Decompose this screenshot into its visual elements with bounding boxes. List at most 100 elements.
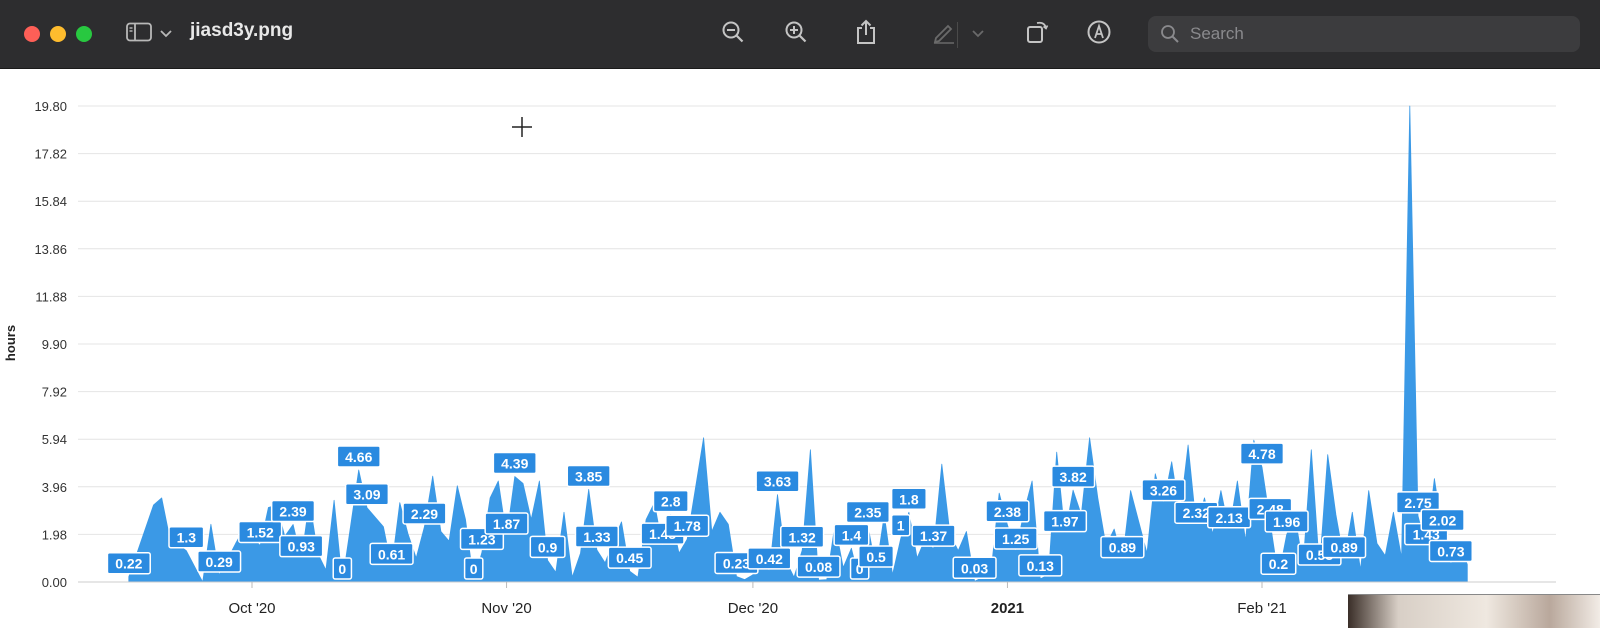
data-label: 4.66	[345, 449, 372, 465]
search-icon	[1160, 24, 1180, 44]
data-label: 4.39	[501, 455, 528, 471]
data-label: 1.37	[920, 528, 947, 544]
data-label-box	[1428, 539, 1474, 563]
data-label: 0	[856, 561, 864, 577]
data-label-box	[845, 500, 891, 524]
markup-button[interactable]	[928, 18, 960, 50]
zoom-out-button[interactable]	[717, 18, 749, 50]
data-label-box	[985, 500, 1030, 523]
data-label: 0.45	[616, 550, 643, 566]
data-label: 3.85	[575, 468, 602, 484]
data-label-box	[529, 535, 566, 559]
markup-pen-icon	[932, 20, 956, 49]
data-label-box	[1042, 509, 1088, 533]
y-tick-label: 15.84	[34, 194, 67, 209]
data-label: 0.13	[1027, 558, 1054, 574]
data-label-box	[492, 451, 537, 475]
data-label: 0.73	[1437, 543, 1464, 559]
search-field[interactable]	[1148, 16, 1580, 52]
y-tick-label: 11.88	[35, 289, 67, 304]
data-label-box	[833, 523, 870, 547]
data-label: 0.5	[866, 549, 886, 565]
data-label: 0.08	[805, 559, 832, 575]
data-label: 1	[897, 518, 905, 534]
data-label-box	[566, 464, 611, 488]
y-tick-label: 7.92	[42, 385, 67, 400]
data-label-box	[607, 546, 652, 569]
chevron-down-icon	[972, 25, 984, 43]
data-label-box	[1395, 491, 1441, 514]
data-label-box	[168, 525, 205, 549]
data-label-box	[1239, 442, 1285, 465]
data-label-box	[890, 513, 911, 537]
data-label: 1.3	[177, 530, 197, 546]
data-label: 0	[470, 561, 478, 577]
data-label-box	[858, 545, 895, 568]
y-tick-label: 3.96	[42, 480, 67, 495]
sidebar-toggle-button[interactable]	[126, 22, 176, 46]
data-label: 0.89	[1109, 540, 1136, 556]
data-label: 0.23	[723, 555, 750, 571]
data-label: 2.13	[1216, 510, 1243, 526]
data-label: 1.87	[493, 516, 520, 532]
minimize-window-button[interactable]	[50, 26, 66, 42]
data-label: 1.97	[1051, 514, 1078, 530]
data-label-box	[463, 557, 484, 580]
toolbar-divider	[957, 22, 958, 48]
data-label: 0.42	[756, 551, 783, 567]
data-label: 4.78	[1248, 446, 1275, 462]
data-label: 3.09	[353, 487, 380, 503]
data-label-box	[279, 534, 324, 558]
data-label: 1.52	[247, 524, 274, 540]
data-label: 2.35	[854, 505, 881, 521]
data-label: 1.23	[468, 531, 495, 547]
maximize-window-button[interactable]	[76, 26, 92, 42]
close-window-button[interactable]	[24, 26, 40, 42]
data-label-box	[796, 555, 841, 578]
data-label-box	[755, 469, 800, 493]
data-label-box	[952, 556, 997, 580]
data-label-box	[747, 547, 792, 570]
rotate-icon	[1025, 19, 1049, 50]
y-tick-label: 9.90	[42, 337, 67, 352]
y-tick-label: 19.80	[34, 99, 67, 114]
y-axis-title: hours	[3, 325, 18, 361]
data-label: 2.29	[411, 506, 438, 522]
data-label: 3.26	[1150, 483, 1177, 499]
data-label-box	[993, 527, 1038, 550]
overlapping-thumbnail	[1348, 594, 1600, 628]
data-label-box	[911, 524, 956, 547]
x-tick-label: Nov '20	[481, 600, 531, 617]
data-label: 2.39	[279, 504, 306, 520]
title-bar: jiasd3y.png	[0, 0, 1600, 69]
data-label: 0.2	[1269, 556, 1289, 572]
search-input[interactable]	[1188, 23, 1572, 45]
data-label-box	[1050, 465, 1096, 488]
data-label: 1.32	[789, 529, 816, 545]
rotate-button[interactable]	[1021, 18, 1053, 50]
markup-options-button[interactable]	[962, 18, 994, 50]
y-tick-label: 13.86	[34, 242, 67, 257]
window-title: jiasd3y.png	[190, 20, 294, 41]
data-label-box	[238, 520, 283, 544]
data-label-box	[344, 482, 390, 506]
area-chart: 0.00 1.98 3.96 5.94 7.92 9.90 11.88 13.86 15.84 1…	[3, 99, 1556, 617]
y-tick-label: 0.00	[42, 575, 67, 590]
data-label: 1.96	[1273, 514, 1300, 530]
data-label-box	[1420, 508, 1465, 532]
zoom-in-button[interactable]	[780, 18, 812, 50]
data-label: 3.63	[764, 474, 791, 490]
data-label-box	[197, 550, 242, 573]
x-tick-label: Feb '21	[1237, 600, 1287, 617]
data-label-box	[369, 542, 414, 566]
annotate-button[interactable]	[1083, 18, 1115, 50]
data-label: 1.8	[899, 491, 919, 507]
data-label: 3.82	[1060, 469, 1087, 485]
data-label: 0.93	[288, 539, 315, 555]
data-label-box	[574, 525, 620, 548]
data-label: 2.38	[994, 504, 1021, 520]
data-label: 2.02	[1429, 512, 1456, 528]
data-label-box	[332, 557, 353, 580]
data-label: 0.9	[538, 539, 558, 555]
share-button[interactable]	[850, 18, 882, 50]
